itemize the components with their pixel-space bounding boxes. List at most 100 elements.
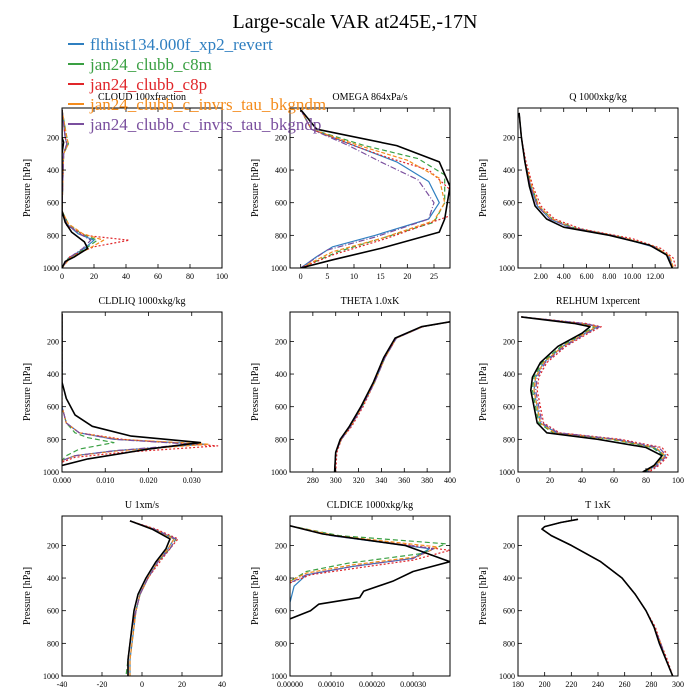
- legend-label-jan24_clubb_c_invrs_tau_bkgndm: jan24_clubb_c_invrs_tau_bkgndm: [89, 95, 326, 114]
- panel-title: CLOUD 100xfraction: [98, 92, 186, 103]
- x-tick-label: 200: [539, 680, 551, 689]
- y-tick-label: 400: [275, 370, 287, 379]
- y-tick-label: 1000: [271, 264, 287, 273]
- plot-frame: [61, 311, 223, 473]
- x-tick-label: 100: [672, 476, 684, 485]
- legend-label-flthist134.000f_xp2_revert: flthist134.000f_xp2_revert: [90, 35, 273, 54]
- x-tick-label: 10.00: [623, 272, 641, 281]
- y-axis-label: Pressure [hPa]: [250, 159, 261, 217]
- panel-title: RELHUM 1xpercent: [556, 296, 640, 307]
- series-line-reference: [541, 518, 674, 676]
- y-axis-label: Pressure [hPa]: [250, 567, 261, 625]
- y-tick-label: 800: [503, 231, 515, 240]
- series-line-flthist134.000f_xp2_revert: [541, 518, 674, 676]
- y-tick-label: 400: [275, 166, 287, 175]
- y-tick-label: 600: [47, 199, 59, 208]
- series-line-jan24_clubb_c_invrs_tau_bkgndp: [62, 313, 193, 462]
- y-axis-label: Pressure [hPa]: [22, 567, 33, 625]
- plot-frame: [61, 515, 223, 677]
- x-tick-label: 340: [375, 476, 387, 485]
- plot-frame: [517, 515, 679, 677]
- x-tick-label: 6.00: [580, 272, 594, 281]
- series-line-jan24_clubb_c_invrs_tau_bkgndp: [62, 109, 92, 268]
- series-group: [290, 525, 450, 620]
- x-tick-label: 80: [642, 476, 650, 485]
- panel-title: U 1xm/s: [125, 500, 159, 511]
- y-tick-label: 1000: [499, 468, 515, 477]
- series-group: [521, 316, 670, 472]
- panel-title: Q 1000xkg/kg: [569, 92, 627, 103]
- x-tick-label: 320: [353, 476, 365, 485]
- y-tick-label: 400: [47, 370, 59, 379]
- x-tick-label: 40: [122, 272, 130, 281]
- y-tick-label: 1000: [499, 264, 515, 273]
- x-tick-label: 40: [578, 476, 586, 485]
- x-tick-label: 0: [516, 476, 520, 485]
- plot-frame: [289, 311, 451, 473]
- panel-5: THETA 1.0xK Pressure [hPa] 200 400 600 800 100…: [250, 296, 456, 485]
- y-tick-label: 1000: [271, 468, 287, 477]
- y-tick-label: 200: [47, 337, 59, 346]
- series-line-jan24_clubb_c_invrs_tau_bkgndm: [541, 518, 674, 676]
- y-tick-label: 200: [275, 541, 287, 550]
- series-line-flthist134.000f_xp2_revert: [62, 313, 206, 462]
- legend: flthist134.000f_xp2_revertjan24_clubb_c8…: [68, 35, 326, 134]
- y-axis-label: Pressure [hPa]: [250, 363, 261, 421]
- x-tick-label: -20: [97, 680, 108, 689]
- y-tick-label: 1000: [499, 672, 515, 681]
- y-tick-label: 200: [503, 133, 515, 142]
- plot-frame: [289, 515, 451, 677]
- series-line-jan24_clubb_c_invrs_tau_bkgndm: [290, 525, 439, 582]
- y-tick-label: 400: [47, 166, 59, 175]
- y-tick-label: 200: [47, 133, 59, 142]
- series-line-reference: [127, 520, 171, 676]
- series-line-flthist134.000f_xp2_revert: [521, 316, 666, 472]
- series-line-jan24_clubb_c_invrs_tau_bkgndp: [521, 316, 668, 472]
- x-tick-label: 300: [330, 476, 342, 485]
- y-tick-label: 1000: [43, 468, 59, 477]
- plot-frame: [61, 107, 223, 269]
- series-line-jan24_clubb_c_invrs_tau_bkgndp: [127, 520, 177, 676]
- y-axis-label: Pressure [hPa]: [478, 567, 489, 625]
- y-axis-label: Pressure [hPa]: [478, 363, 489, 421]
- x-tick-label: 280: [307, 476, 319, 485]
- x-tick-label: 2.00: [534, 272, 548, 281]
- x-tick-label: 60: [154, 272, 162, 281]
- series-line-reference: [333, 321, 450, 472]
- y-tick-label: 400: [503, 370, 515, 379]
- y-tick-label: 400: [503, 166, 515, 175]
- series-group: [62, 109, 130, 268]
- series-line-jan24_clubb_c_invrs_tau_bkgndm: [129, 520, 175, 676]
- x-tick-label: 20: [90, 272, 98, 281]
- x-tick-label: 15: [377, 272, 385, 281]
- y-tick-label: 600: [503, 199, 515, 208]
- panel-title: CLDLIQ 1000xkg/kg: [99, 296, 186, 307]
- x-tick-label: 0.00030: [400, 680, 426, 689]
- x-tick-label: 380: [421, 476, 433, 485]
- series-line-jan24_clubb_c8m: [300, 109, 446, 268]
- series-line-reference: [62, 109, 89, 268]
- x-tick-label: 20: [546, 476, 554, 485]
- legend-label-jan24_clubb_c8m: jan24_clubb_c8m: [89, 55, 212, 74]
- y-tick-label: 1000: [271, 672, 287, 681]
- panel-3: Q 1000xkg/kg Pressure [hPa] 200 400 600 800 10…: [478, 92, 679, 281]
- x-tick-label: 60: [610, 476, 618, 485]
- y-tick-label: 400: [275, 574, 287, 583]
- y-tick-label: 400: [47, 574, 59, 583]
- x-tick-label: 100: [216, 272, 228, 281]
- legend-label-jan24_clubb_c8p: jan24_clubb_c8p: [89, 75, 207, 94]
- series-line-jan24_clubb_c8m: [541, 518, 674, 676]
- y-axis-label: Pressure [hPa]: [22, 159, 33, 217]
- series-line-jan24_clubb_c8p: [290, 525, 450, 584]
- x-tick-label: 0: [299, 272, 303, 281]
- x-tick-label: 25: [430, 272, 438, 281]
- series-line-jan24_clubb_c_invrs_tau_bkgndp: [541, 518, 674, 676]
- plot-frame: [289, 107, 451, 269]
- panel-8: CLDICE 1000xkg/kg Pressure [hPa] 200 400 600…: [250, 500, 451, 689]
- series-group: [333, 321, 450, 472]
